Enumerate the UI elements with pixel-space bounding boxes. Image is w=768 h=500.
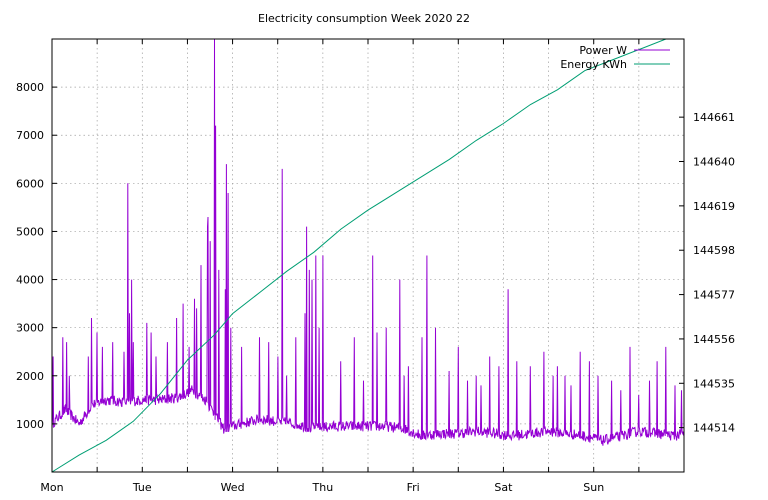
x-tick-label: Mon bbox=[40, 481, 63, 494]
y-right-tick-label: 144598 bbox=[693, 244, 735, 257]
x-tick-label: Fri bbox=[407, 481, 420, 494]
y-right-tick-label: 144640 bbox=[693, 156, 735, 169]
legend-label-energy: Energy KWh bbox=[560, 58, 627, 71]
y-left-tick-label: 5000 bbox=[16, 225, 44, 238]
chart-title: Electricity consumption Week 2020 22 bbox=[258, 12, 470, 25]
x-tick-label: Sun bbox=[583, 481, 604, 494]
y-right-tick-label: 144535 bbox=[693, 377, 735, 390]
x-tick-label: Sat bbox=[494, 481, 513, 494]
x-tick-label: Tue bbox=[132, 481, 152, 494]
legend: Power W Energy KWh bbox=[560, 44, 670, 71]
y-right-tick-label: 144514 bbox=[693, 422, 735, 435]
y-left-tick-label: 6000 bbox=[16, 177, 44, 190]
legend-label-power: Power W bbox=[579, 44, 627, 57]
y-right-tick-label: 144577 bbox=[693, 289, 735, 302]
y-left-tick-label: 8000 bbox=[16, 81, 44, 94]
series-energy-line bbox=[51, 38, 684, 473]
y-left-tick-label: 2000 bbox=[16, 370, 44, 383]
y-right-tick-label: 144661 bbox=[693, 111, 735, 124]
y-left-tick-label: 4000 bbox=[16, 274, 44, 287]
y-right-tick-label: 144619 bbox=[693, 200, 735, 213]
y-left-tick-label: 7000 bbox=[16, 129, 44, 142]
series-lines bbox=[51, 38, 685, 473]
x-tick-label: Thu bbox=[312, 481, 334, 494]
x-tick-label: Wed bbox=[221, 481, 245, 494]
y-left-tick-label: 1000 bbox=[16, 418, 44, 431]
grid-lines bbox=[52, 39, 684, 472]
y-left-tick-label: 3000 bbox=[16, 322, 44, 335]
y-right-tick-label: 144556 bbox=[693, 333, 735, 346]
axis-ticks: 1000 2000 3000 4000 5000 6000 7000 8000 144514 14… bbox=[16, 39, 735, 494]
